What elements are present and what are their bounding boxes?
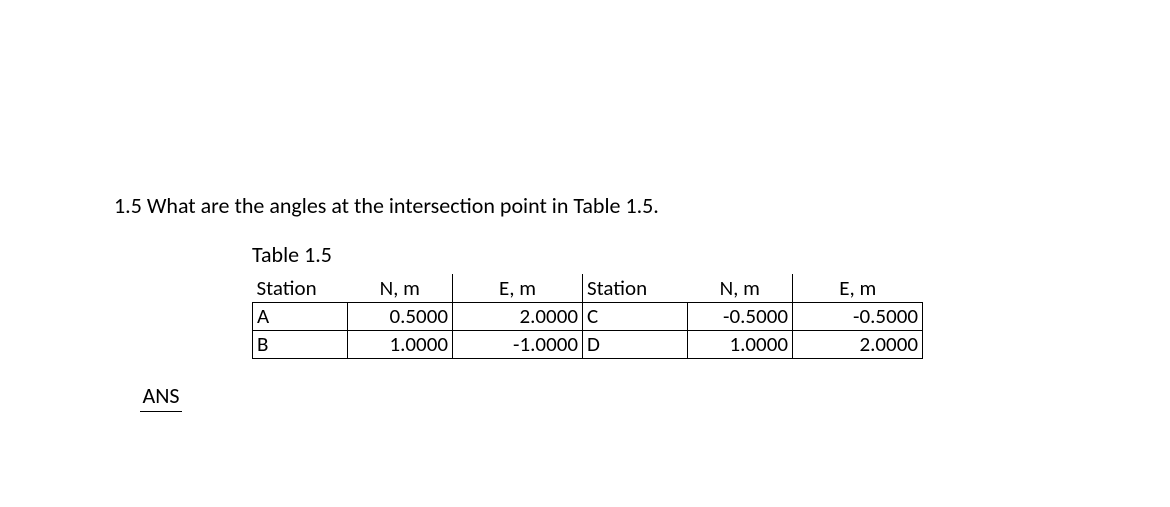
cell-nm-2: -0.5000 (688, 302, 793, 330)
data-table: Station N, m E, m Station N, m E, m A 0.… (252, 274, 923, 359)
col-station: Station (253, 274, 348, 302)
question-text: 1.5 What are the angles at the intersect… (114, 192, 1064, 219)
table-caption: Table 1.5 (252, 241, 1064, 268)
table-header-row: Station N, m E, m Station N, m E, m (253, 274, 923, 302)
cell-nm: 1.0000 (348, 330, 453, 358)
cell-station-2: D (583, 330, 688, 358)
cell-station: A (253, 302, 348, 330)
ans-label: ANS (140, 382, 182, 412)
cell-em: -1.0000 (453, 330, 583, 358)
cell-em: 2.0000 (453, 302, 583, 330)
col-nm: N, m (348, 274, 453, 302)
col-em-2: E, m (793, 274, 923, 302)
col-nm-2: N, m (688, 274, 793, 302)
cell-station: B (253, 330, 348, 358)
cell-em-2: -0.5000 (793, 302, 923, 330)
cell-station-2: C (583, 302, 688, 330)
cell-em-2: 2.0000 (793, 330, 923, 358)
cell-nm: 0.5000 (348, 302, 453, 330)
table-row: B 1.0000 -1.0000 D 1.0000 2.0000 (253, 330, 923, 358)
col-em: E, m (453, 274, 583, 302)
table-row: A 0.5000 2.0000 C -0.5000 -0.5000 (253, 302, 923, 330)
cell-nm-2: 1.0000 (688, 330, 793, 358)
col-station-2: Station (583, 274, 688, 302)
